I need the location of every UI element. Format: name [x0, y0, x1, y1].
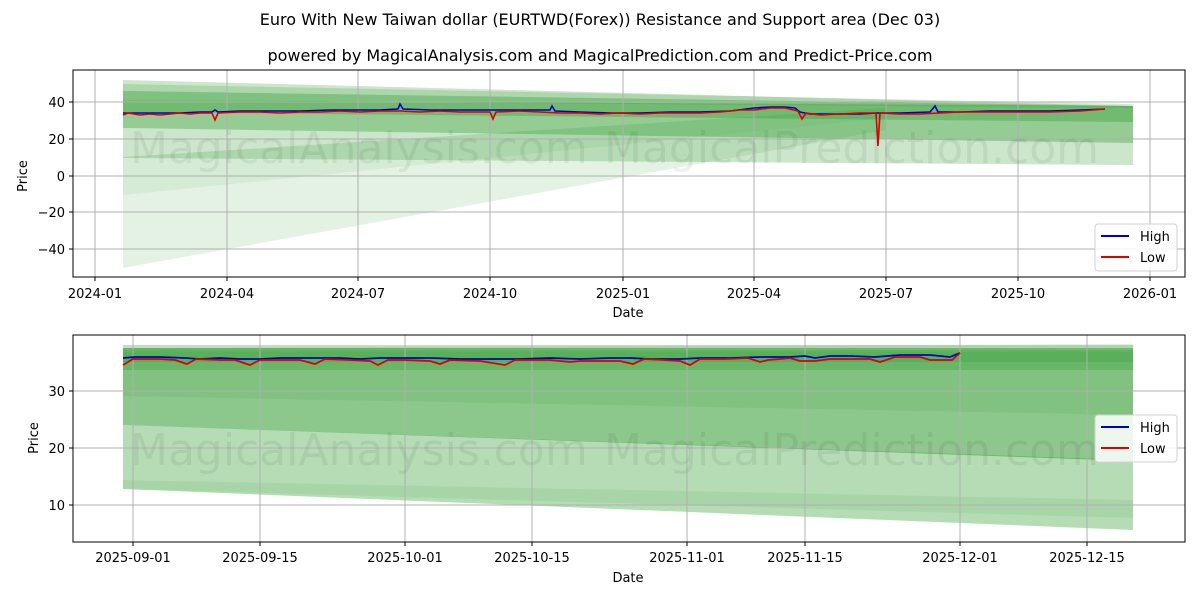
watermark-text: MagicalAnalysis.com: [130, 425, 588, 476]
bottom-y-tick: 30: [48, 385, 65, 400]
top-x-tick: 2025-07: [859, 287, 913, 302]
top-x-tick: 2025-04: [727, 287, 781, 302]
bottom-y-tick: 10: [48, 499, 65, 514]
bottom-legend: High Low: [1094, 414, 1178, 463]
bottom-x-tick: 2025-09-01: [95, 551, 171, 566]
legend-low-label: Low: [1140, 251, 1166, 266]
top-x-tick: 2024-04: [200, 287, 254, 302]
bottom-low-line: [122, 352, 961, 367]
top-high-line: [123, 102, 1106, 115]
top-low-line: [122, 107, 1106, 147]
top-grid: [73, 70, 1185, 277]
chart-subtitle: powered by MagicalAnalysis.com and Magic…: [267, 46, 933, 65]
top-support-resistance-bands: [123, 80, 1133, 268]
top-x-tick: 2025-10: [991, 287, 1045, 302]
watermark-text: MagicalAnalysis.com: [130, 123, 588, 174]
bottom-x-axis-label: Date: [612, 571, 643, 586]
bottom-x-tick: 2025-11-15: [767, 551, 843, 566]
bottom-x-tick: 2025-11-01: [649, 551, 725, 566]
bottom-x-tick: 2025-10-15: [494, 551, 570, 566]
top-y-tick: −40: [38, 243, 65, 258]
legend-low-label: Low: [1140, 442, 1166, 457]
top-x-axis-label: Date: [612, 306, 643, 321]
bottom-x-tick: 2025-12-01: [922, 551, 998, 566]
top-x-tick: 2024-10: [463, 287, 517, 302]
top-y-axis-label: Price: [16, 160, 31, 192]
chart-title: Euro With New Taiwan dollar (EURTWD(Fore…: [259, 10, 941, 29]
bottom-support-resistance-bands: [123, 344, 1133, 530]
top-x-tick: 2024-07: [331, 287, 385, 302]
watermark-text: MagicalPrediction.com: [604, 425, 1099, 476]
top-x-tick: 2026-01: [1123, 287, 1177, 302]
bottom-high-line: [122, 352, 961, 360]
legend-high-label: High: [1140, 230, 1170, 245]
legend-high-label: High: [1140, 421, 1170, 436]
bottom-x-tick: 2025-09-15: [222, 551, 298, 566]
top-axes-frame: [72, 69, 1186, 278]
top-x-tick: 2025-01: [596, 287, 650, 302]
top-x-tick: 2024-01: [68, 287, 122, 302]
bottom-y-tick: 20: [48, 442, 65, 457]
top-y-tick: −20: [38, 206, 65, 221]
top-y-tick: 40: [48, 96, 65, 111]
top-chart: MagicalAnalysis.com MagicalPrediction.co…: [16, 69, 1186, 321]
watermark-text: MagicalPrediction.com: [604, 123, 1099, 174]
bottom-grid: [73, 335, 1185, 542]
bottom-chart: MagicalAnalysis.com MagicalPrediction.co…: [27, 334, 1186, 586]
top-y-tick: 0: [57, 170, 65, 185]
bottom-y-axis-label: Price: [27, 422, 42, 454]
top-y-tick: 20: [48, 133, 65, 148]
bottom-axes-frame: [72, 334, 1186, 543]
bottom-x-tick: 2025-10-01: [367, 551, 443, 566]
bottom-x-tick: 2025-12-15: [1049, 551, 1125, 566]
top-legend: High Low: [1094, 223, 1178, 272]
